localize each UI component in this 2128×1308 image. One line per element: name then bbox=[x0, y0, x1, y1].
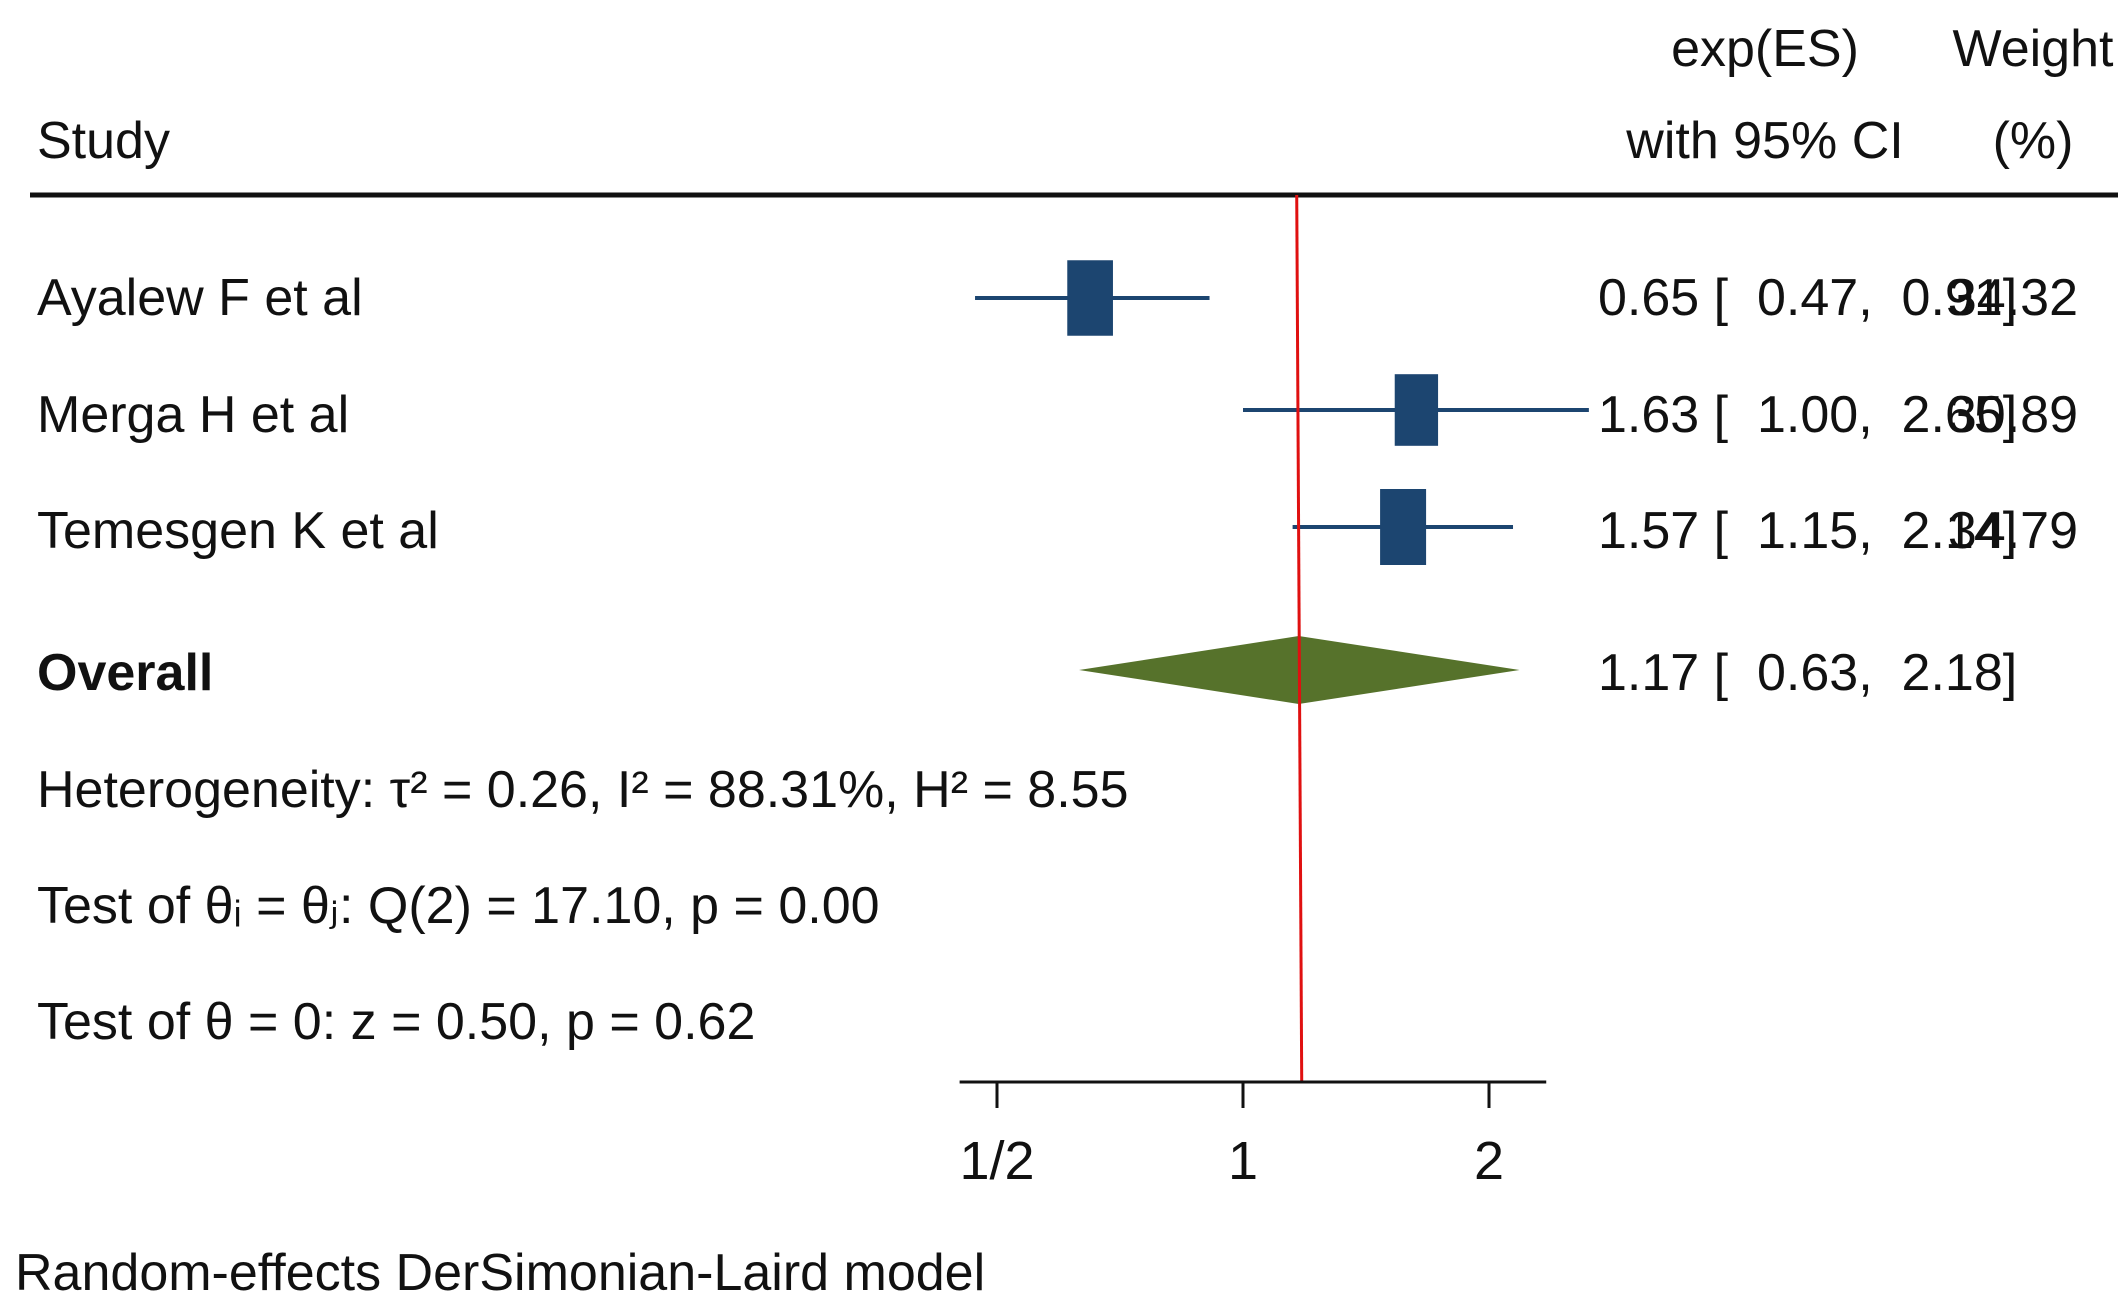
study-weight-text: 34.79 bbox=[1948, 502, 2078, 560]
study-effect-box bbox=[1067, 260, 1113, 336]
plot-marks bbox=[975, 194, 1589, 1083]
study-ci-text: 1.63 [ 1.00, 2.65] bbox=[1598, 386, 2017, 444]
x-tick-label: 1/2 bbox=[959, 1131, 1034, 1191]
header-study: Study bbox=[37, 112, 170, 170]
study-name: Temesgen K et al bbox=[37, 502, 439, 560]
study-name: Merga H et al bbox=[37, 386, 349, 444]
header-weight-line2: (%) bbox=[1993, 112, 2074, 170]
study-ci-text: 1.57 [ 1.15, 2.14] bbox=[1598, 502, 2017, 560]
overall-label: Overall bbox=[37, 644, 213, 702]
footnote-text: Random-effects DerSimonian-Laird model bbox=[15, 1244, 985, 1302]
overall-ci-text: 1.17 [ 0.63, 2.18] bbox=[1598, 644, 2017, 702]
header-weight-line1: Weight bbox=[1953, 20, 2114, 78]
heterogeneity-text: Heterogeneity: τ² = 0.26, I² = 88.31%, H… bbox=[37, 761, 1129, 819]
study-ci-text: 0.65 [ 0.47, 0.91] bbox=[1598, 269, 2017, 327]
study-weight-text: 34.32 bbox=[1948, 269, 2078, 327]
study-name: Ayalew F et al bbox=[37, 269, 363, 327]
test-equal-text: Test of θᵢ = θⱼ: Q(2) = 17.10, p = 0.00 bbox=[37, 877, 880, 935]
header-es-line2: with 95% CI bbox=[1625, 112, 1903, 170]
x-axis: 1/2 1 2 bbox=[959, 1080, 1547, 1191]
study-effect-box bbox=[1380, 489, 1427, 565]
test-zero-text: Test of θ = 0: z = 0.50, p = 0.62 bbox=[37, 993, 755, 1051]
reference-line bbox=[1295, 194, 1304, 1083]
x-tick-label: 1 bbox=[1228, 1131, 1258, 1191]
header-es-line1: exp(ES) bbox=[1671, 20, 1859, 78]
study-effect-box bbox=[1394, 374, 1439, 446]
x-tick-label: 2 bbox=[1474, 1131, 1504, 1191]
study-weight-text: 30.89 bbox=[1948, 386, 2078, 444]
